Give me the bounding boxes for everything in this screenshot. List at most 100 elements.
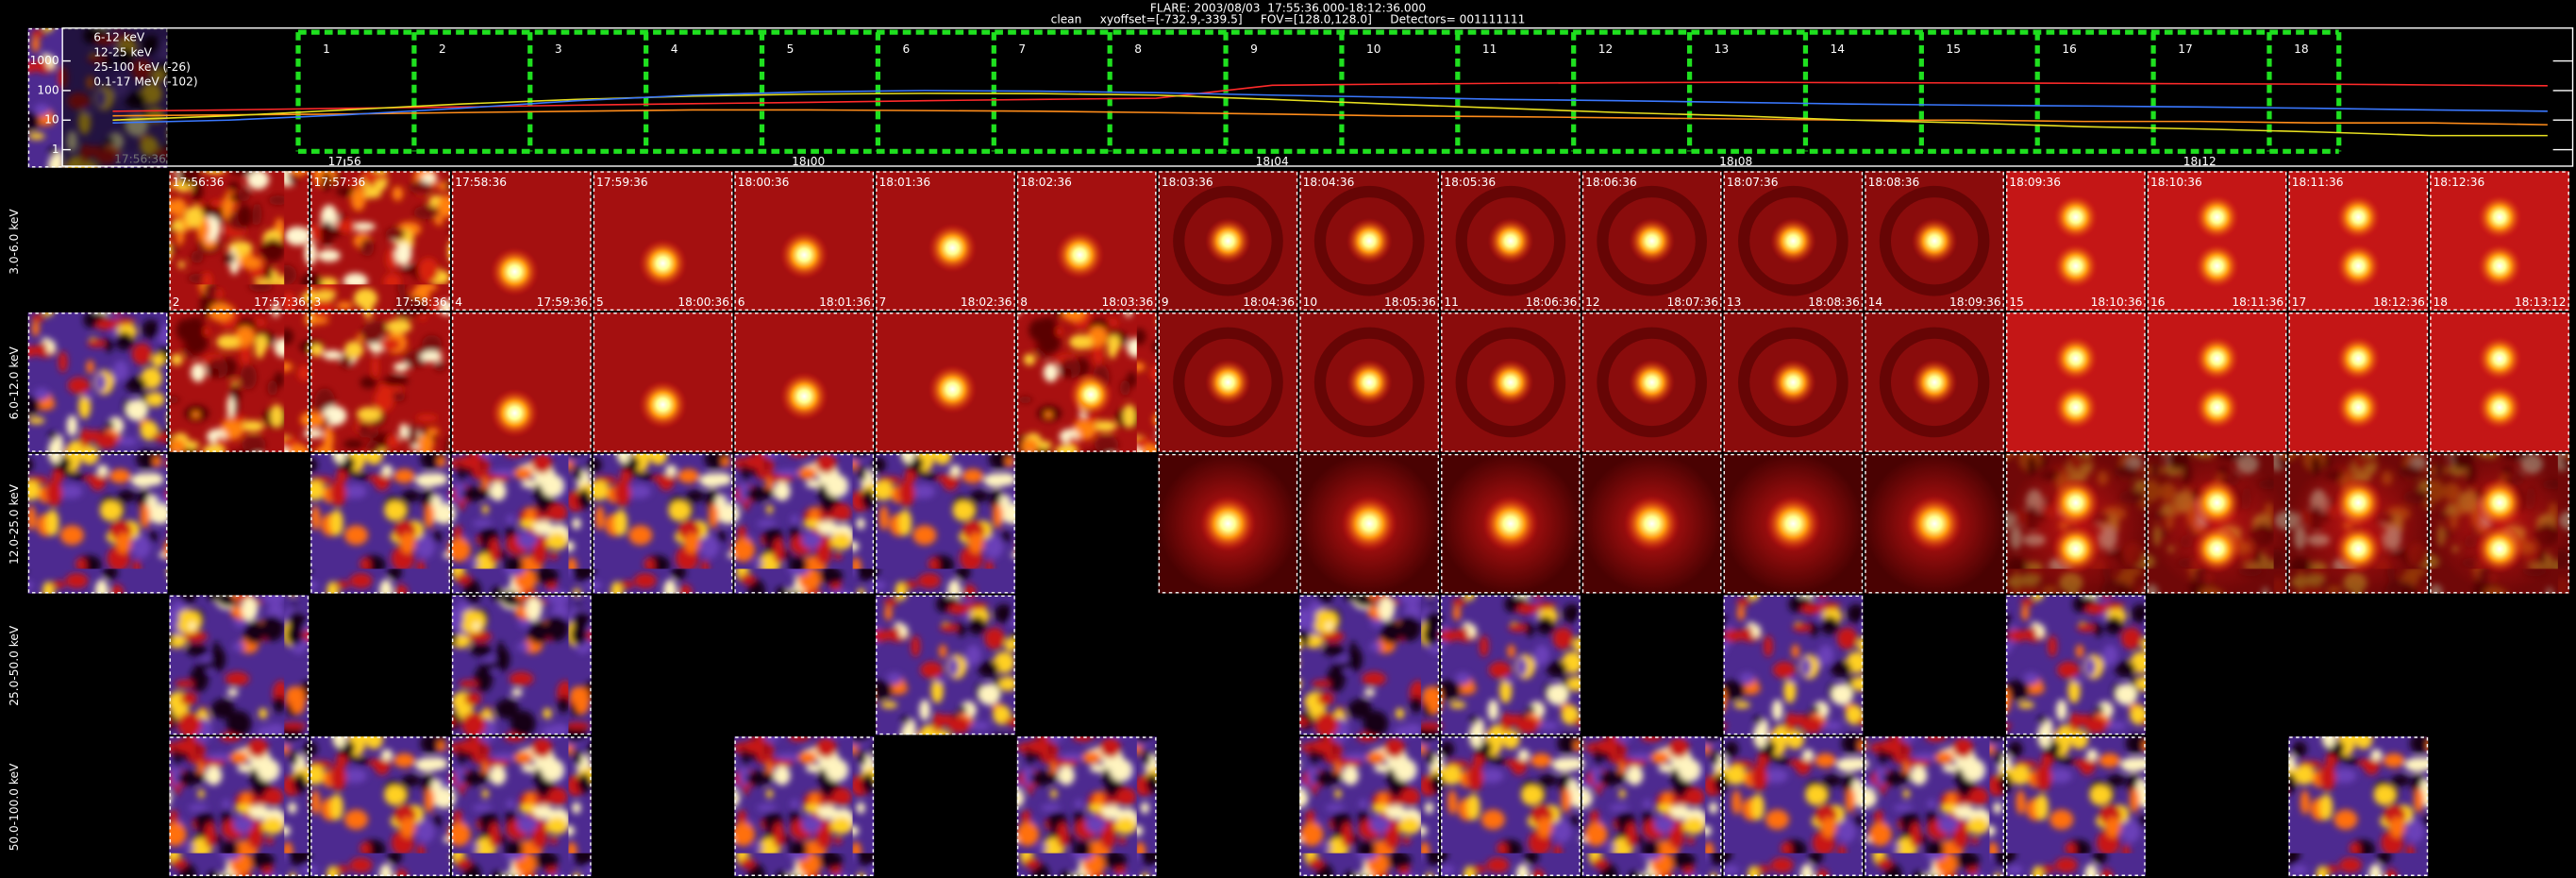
source-blob <box>2052 384 2099 431</box>
end-time: 18:02:36 <box>961 295 1012 309</box>
panel-border <box>169 171 309 312</box>
image-panel <box>451 453 592 594</box>
start-time: 17:57:36 <box>314 176 366 189</box>
panel-image <box>169 595 309 735</box>
image-panel <box>2005 453 2146 594</box>
image-panel <box>1723 453 1864 594</box>
panel-border <box>2147 171 2287 312</box>
row-label: 50.0-100.0 keV <box>8 763 21 851</box>
panel-image <box>2288 312 2429 452</box>
image-panel <box>169 312 309 452</box>
panel-border <box>1441 595 1581 735</box>
image-panel <box>2005 595 2146 735</box>
panel-border <box>593 453 733 594</box>
image-panel <box>1158 312 1298 452</box>
image-panel <box>1299 736 1440 877</box>
end-time: 17:58:36 <box>395 295 447 309</box>
source-blob <box>2476 335 2523 382</box>
image-panel <box>2430 312 2570 452</box>
end-time: 18:01:36 <box>819 295 871 309</box>
source-blob <box>1205 359 1251 406</box>
ring <box>1313 327 1425 438</box>
image-panel <box>451 171 592 312</box>
source-blob <box>1770 217 1816 264</box>
panel-border <box>451 312 592 452</box>
legend-entry: 25-100 keV (-26) <box>93 60 191 74</box>
source-blob <box>2192 524 2242 574</box>
panel-image <box>2005 171 2146 312</box>
panel-border <box>1723 595 1864 735</box>
panel-image <box>1299 595 1440 735</box>
image-panel <box>169 595 309 735</box>
end-time: 18:00:36 <box>677 295 729 309</box>
row-label: 6.0-12.0 keV <box>8 346 21 420</box>
panel-border <box>876 312 1015 452</box>
panel-image <box>2147 312 2287 452</box>
end-time: 18:03:36 <box>1102 295 1154 309</box>
panel-border <box>1016 171 1157 312</box>
image-panel <box>1723 736 1864 877</box>
interval-number: 2 <box>173 295 180 309</box>
panel-border <box>169 312 309 452</box>
panel-border <box>1299 595 1440 735</box>
interval-label: 10 <box>1366 42 1381 56</box>
interval-label: 13 <box>1715 42 1730 56</box>
interval-label: 5 <box>787 42 795 56</box>
end-time: 18:11:36 <box>2232 295 2283 309</box>
start-time: 18:10:36 <box>2150 176 2202 189</box>
source-blob <box>1067 371 1114 418</box>
panel-border <box>2430 312 2569 452</box>
source-blob <box>1487 217 1534 264</box>
header-title: FLARE: 2003/08/03 17:55:36.000-18:12:36.… <box>1150 1 1426 14</box>
panel-image <box>2005 736 2146 877</box>
ring <box>1455 327 1566 438</box>
panel-border <box>1865 312 2004 452</box>
interval-number: 6 <box>738 295 745 309</box>
x-tick-label: 18:04 <box>1256 155 1289 168</box>
panel-border <box>310 312 450 452</box>
panel-border <box>1723 171 1864 312</box>
panel-border <box>1441 171 1581 312</box>
source-blob <box>2192 478 2242 528</box>
image-panel <box>451 595 592 735</box>
source-blob <box>2476 243 2523 290</box>
image-panel <box>875 595 1015 735</box>
ring <box>1879 327 1990 438</box>
end-time: 18:13:12 <box>2515 295 2567 309</box>
panel-border <box>1299 453 1440 594</box>
panel-image <box>310 736 451 877</box>
image-panel <box>1865 736 2005 877</box>
end-time: 17:57:36 <box>254 295 306 309</box>
end-time: 18:08:36 <box>1808 295 1860 309</box>
source-blob <box>2334 384 2382 431</box>
panel-image <box>734 453 875 594</box>
interval-label: 7 <box>1018 42 1026 56</box>
source-blob <box>1906 496 1963 552</box>
image-panel <box>1440 453 1581 594</box>
source-blob <box>490 246 540 296</box>
panel-border <box>1441 453 1581 594</box>
panel-border <box>2147 453 2287 594</box>
interval-label: 4 <box>671 42 678 56</box>
source-blob <box>2050 524 2100 574</box>
image-panel <box>1723 171 1864 312</box>
image-panel <box>1581 453 1722 594</box>
series-line <box>112 90 2548 124</box>
panel-border <box>734 171 875 312</box>
panel-border <box>27 453 168 594</box>
panel-image <box>1865 736 2005 877</box>
x-tick-label: 17:56 <box>328 155 361 168</box>
interval-number: 15 <box>2009 295 2024 309</box>
start-time: 18:12:36 <box>2434 176 2485 189</box>
y-tick-label: 10 <box>44 113 59 127</box>
panel-image <box>169 312 309 452</box>
panel-border <box>1016 312 1157 452</box>
series-line <box>112 109 2548 126</box>
panel-border <box>2430 453 2569 594</box>
image-panel <box>1440 595 1581 735</box>
source-blob <box>1629 217 1676 264</box>
interval-number: 17 <box>2292 295 2307 309</box>
x-tick-label: 18:12 <box>2183 155 2216 168</box>
image-panel <box>1016 171 1157 312</box>
interval-label: 1 <box>323 42 330 56</box>
